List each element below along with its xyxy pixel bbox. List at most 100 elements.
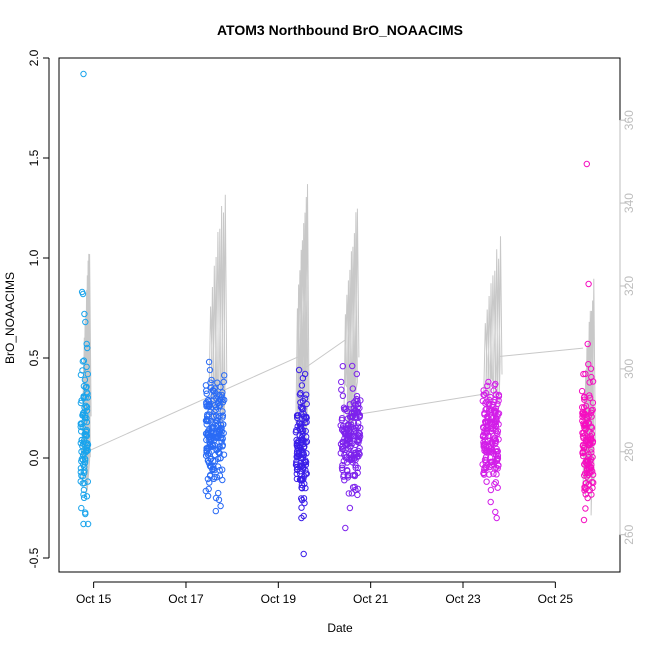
data-point bbox=[298, 504, 305, 511]
data-point bbox=[340, 427, 347, 435]
data-point bbox=[349, 362, 356, 370]
data-point bbox=[350, 399, 357, 406]
data-point bbox=[589, 438, 597, 445]
data-point bbox=[82, 510, 89, 518]
y-axis-label: BrO_NOAACIMS bbox=[3, 272, 17, 364]
data-point bbox=[486, 471, 493, 478]
data-point bbox=[589, 453, 596, 461]
data-point bbox=[492, 508, 499, 516]
data-point bbox=[82, 427, 89, 434]
data-point bbox=[587, 468, 594, 475]
data-point bbox=[344, 471, 352, 478]
data-point bbox=[487, 486, 495, 494]
data-point bbox=[208, 424, 215, 431]
data-point bbox=[588, 423, 595, 430]
data-point bbox=[298, 428, 305, 435]
data-point bbox=[582, 505, 589, 512]
data-point bbox=[80, 394, 88, 401]
data-point bbox=[203, 399, 210, 406]
data-point bbox=[480, 387, 487, 394]
x-tick-label: Oct 19 bbox=[261, 592, 297, 606]
data-point bbox=[212, 389, 219, 397]
data-point bbox=[203, 447, 211, 455]
data-point bbox=[84, 447, 91, 454]
data-point bbox=[82, 384, 90, 391]
data-point bbox=[207, 408, 214, 416]
data-point bbox=[350, 428, 358, 435]
y-tick-label: 1.0 bbox=[27, 249, 41, 266]
y-axis: -0.5 0.0 0.5 1.0 1.5 2.0 bbox=[27, 49, 50, 568]
data-point bbox=[338, 386, 345, 393]
secondary-y-tick-label: 280 bbox=[622, 441, 636, 461]
data-point bbox=[80, 520, 87, 528]
data-point bbox=[589, 399, 597, 406]
data-point bbox=[221, 372, 228, 379]
data-point bbox=[297, 464, 304, 471]
data-point bbox=[587, 464, 594, 471]
data-point bbox=[302, 484, 309, 492]
data-point bbox=[494, 465, 501, 472]
data-point bbox=[208, 376, 215, 384]
data-point bbox=[78, 421, 85, 428]
data-point bbox=[339, 363, 346, 370]
data-point bbox=[298, 434, 306, 441]
data-point bbox=[583, 479, 590, 487]
altitude-spike bbox=[483, 236, 503, 414]
data-point bbox=[353, 370, 360, 378]
data-point bbox=[84, 440, 91, 447]
plot-box bbox=[58, 57, 621, 573]
data-point bbox=[300, 451, 308, 458]
data-point bbox=[493, 514, 500, 522]
data-point bbox=[356, 433, 364, 440]
altitude-layer bbox=[81, 184, 596, 516]
data-point bbox=[354, 401, 362, 408]
data-point bbox=[301, 416, 308, 423]
data-point bbox=[84, 370, 92, 378]
chart-title: ATOM3 Northbound BrO_NOAACIMS bbox=[217, 22, 463, 38]
data-point bbox=[480, 439, 487, 446]
data-point bbox=[83, 418, 91, 426]
secondary-y-tick-label: 320 bbox=[622, 276, 636, 296]
data-point bbox=[299, 397, 307, 405]
data-point bbox=[353, 453, 361, 460]
data-point bbox=[80, 491, 87, 498]
data-point bbox=[204, 430, 211, 437]
data-point bbox=[81, 479, 88, 487]
data-point bbox=[482, 437, 489, 445]
data-point bbox=[582, 370, 589, 378]
data-point bbox=[581, 396, 588, 403]
data-point bbox=[494, 484, 501, 491]
data-point bbox=[216, 472, 224, 479]
data-point bbox=[204, 492, 212, 500]
data-point bbox=[300, 550, 307, 558]
data-point bbox=[217, 421, 225, 428]
data-point bbox=[295, 366, 303, 374]
data-point bbox=[77, 399, 85, 407]
data-point bbox=[349, 412, 356, 420]
data-point bbox=[482, 419, 489, 426]
data-point bbox=[350, 419, 358, 427]
y-tick-label: -0.5 bbox=[27, 547, 41, 568]
data-point bbox=[217, 383, 224, 391]
data-point bbox=[341, 406, 348, 413]
data-point bbox=[213, 403, 220, 411]
data-point bbox=[486, 432, 493, 440]
data-point bbox=[297, 470, 304, 477]
data-point bbox=[351, 471, 359, 478]
data-point bbox=[492, 380, 499, 388]
data-point bbox=[585, 280, 592, 288]
data-point bbox=[206, 441, 213, 449]
data-point bbox=[212, 433, 220, 441]
data-point bbox=[337, 450, 344, 457]
y-tick-label: 1.5 bbox=[27, 149, 41, 166]
x-tick-label: Oct 17 bbox=[168, 592, 204, 606]
data-point bbox=[293, 440, 301, 447]
data-point bbox=[80, 70, 87, 78]
data-point bbox=[202, 382, 210, 389]
data-point bbox=[492, 437, 499, 445]
data-point bbox=[221, 396, 228, 404]
data-point bbox=[579, 448, 587, 455]
data-point bbox=[584, 340, 591, 348]
data-point bbox=[83, 431, 90, 438]
data-point bbox=[352, 464, 359, 471]
